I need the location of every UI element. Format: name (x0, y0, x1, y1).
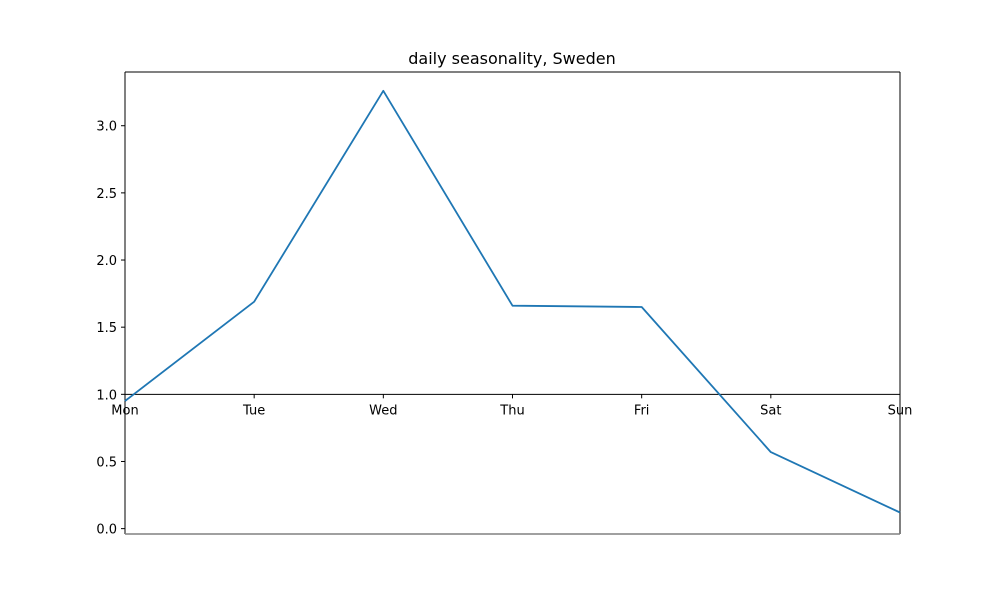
series-line (124, 89, 901, 514)
y-tick-label: 0.0 (96, 523, 117, 538)
x-tick-label: Fri (634, 403, 650, 418)
y-tick-label: 1.0 (96, 388, 117, 403)
y-tick-label: 2.0 (96, 254, 117, 269)
chart-title: daily seasonality, Sweden (408, 49, 616, 68)
y-tick-label: 3.0 (96, 120, 117, 135)
tick-labels: 0.0 0.5 1.0 1.5 2.0 2.5 3.0 Mon Tue Wed Thu Fri Sat S… (96, 120, 912, 538)
x-tick-label: Sun (888, 403, 913, 418)
x-tick-label: Sat (760, 403, 781, 418)
x-tick-label: Mon (111, 403, 138, 418)
series (124, 89, 901, 514)
x-tick-label: Wed (369, 403, 397, 418)
y-tick-label: 1.5 (96, 321, 117, 336)
x-tick-label: Tue (242, 403, 265, 418)
y-tick-label: 2.5 (96, 187, 117, 202)
x-tick-label: Thu (499, 403, 524, 418)
y-tick-label: 0.5 (96, 455, 117, 470)
